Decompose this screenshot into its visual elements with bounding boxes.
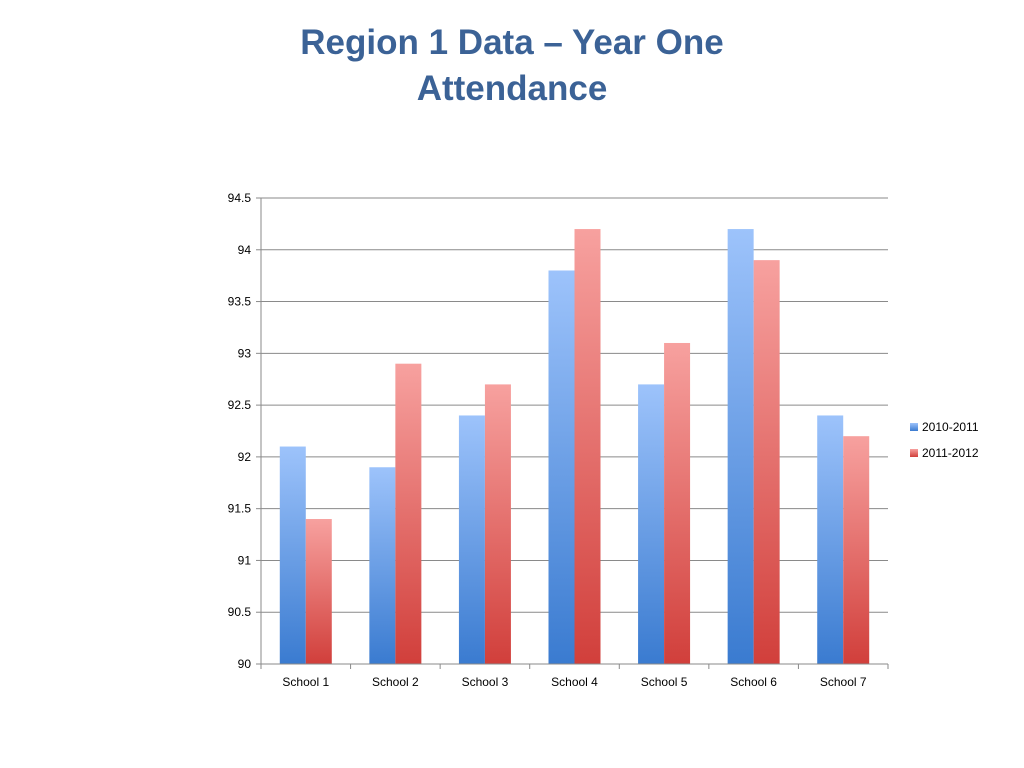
bar-series-2010-2011-school-7	[817, 415, 844, 664]
x-tick-label: School 7	[820, 675, 867, 689]
bar-series-2010-2011-school-4	[548, 270, 575, 664]
slide-title-line-2: Attendance	[416, 69, 608, 108]
y-tick-label: 91.5	[228, 502, 252, 516]
bar-series-2011-2012-school-7	[843, 436, 870, 664]
y-tick-label: 94	[238, 243, 252, 257]
y-tick-label: 92.5	[228, 398, 252, 412]
x-tick-label: School 4	[551, 675, 598, 689]
bar-series-2011-2012-school-2	[395, 363, 422, 664]
legend-swatch	[910, 423, 918, 431]
y-tick-label: 90.5	[228, 605, 252, 619]
bar-series-2011-2012-school-4	[574, 229, 601, 665]
bar-series-2010-2011-school-2	[369, 467, 396, 664]
bar-series-2011-2012-school-5	[664, 342, 691, 664]
y-tick-label: 92	[238, 450, 252, 464]
x-tick-label: School 3	[462, 675, 509, 689]
y-tick-label: 91	[238, 553, 252, 567]
bar-series-2010-2011-school-6	[727, 229, 754, 665]
slide-title: Region 1 Data – Year One Attendance	[0, 20, 1024, 112]
slide-title-line-1: Region 1 Data – Year One	[300, 23, 724, 62]
legend-label: 2010-2011	[922, 420, 979, 434]
x-tick-label: School 6	[730, 675, 777, 689]
bar-series-2010-2011-school-3	[458, 415, 485, 664]
x-tick-label: School 1	[282, 675, 329, 689]
x-tick-label: School 5	[641, 675, 688, 689]
axes: 90 90.5 91 91.5 92 92.5 93 93.5 94 94.5 School 1 Sc…	[228, 191, 889, 689]
bar-series-2010-2011-school-1	[279, 446, 306, 664]
x-tick-label: School 2	[372, 675, 419, 689]
bars	[279, 229, 870, 665]
y-tick-label: 93	[238, 346, 252, 360]
bar-series-2011-2012-school-6	[753, 260, 780, 664]
bar-series-2011-2012-school-3	[484, 384, 511, 664]
legend: 2010-2011 2011-2012	[910, 420, 979, 460]
legend-swatch	[910, 449, 918, 457]
y-tick-label: 94.5	[228, 191, 252, 205]
legend-label: 2011-2012	[922, 446, 979, 460]
y-tick-label: 93.5	[228, 295, 252, 309]
y-tick-label: 90	[238, 657, 252, 671]
bar-series-2011-2012-school-1	[305, 519, 332, 664]
bar-series-2010-2011-school-5	[638, 384, 665, 664]
